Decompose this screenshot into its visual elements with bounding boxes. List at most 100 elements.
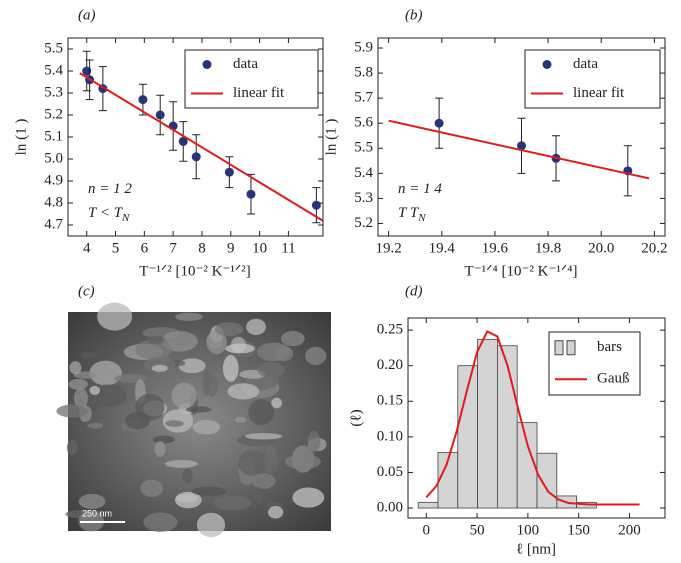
fit-line: [79, 72, 324, 222]
data-point: [311, 200, 321, 210]
y-tick-label: 4.9: [44, 172, 63, 188]
grain: [152, 435, 175, 444]
scale-bar-label: 250 nm: [82, 508, 112, 518]
grain: [69, 361, 82, 375]
data-point: [434, 118, 444, 128]
y-tick-label: 4.8: [44, 194, 63, 210]
panel-label: (b): [405, 7, 423, 23]
grain: [135, 339, 173, 360]
x-axis-label: ℓ [nm]: [516, 541, 556, 557]
y-tick-label: 5.8: [354, 65, 373, 81]
grain: [256, 342, 291, 362]
legend-box: [548, 331, 641, 396]
annotation-text: T T: [398, 205, 420, 221]
plot-frame: [377, 37, 666, 237]
y-tick-label: 5.0: [44, 150, 63, 166]
legend-label: bars: [597, 339, 622, 355]
grain: [246, 318, 266, 336]
panel: (d) 0 50 100 150 200 0.00 0.05 0.10 0.15 0.20 0.25 ℓ…: [348, 283, 666, 557]
grain: [304, 346, 327, 365]
grain: [280, 330, 305, 347]
grain: [214, 322, 244, 337]
x-tick-label: 11: [281, 240, 295, 256]
data-point: [178, 136, 188, 146]
y-tick-label: 5.9: [354, 39, 373, 55]
y-tick-label: 5.4: [354, 165, 373, 181]
grain: [89, 385, 101, 395]
grain: [212, 495, 252, 511]
grain: [171, 382, 197, 409]
grain: [307, 431, 321, 453]
legend-swatch: [554, 340, 564, 356]
y-tick-label: 0.00: [377, 499, 403, 515]
grain: [143, 512, 178, 532]
y-axis-label: (ℓ): [348, 409, 364, 426]
grain: [175, 312, 203, 321]
data-point: [517, 141, 526, 151]
y-axis-label: ln (1 ): [323, 119, 339, 156]
grain: [175, 494, 198, 503]
x-axis-label: T⁻¹ᐟ⁴ [10⁻² K⁻¹ᐟ⁴]: [465, 263, 578, 279]
y-tick-label: 0.25: [377, 322, 403, 338]
annotation-text: n = 1 2: [88, 181, 132, 197]
grain: [56, 404, 88, 418]
hist-bar: [536, 452, 558, 509]
y-tick-label: 5.5: [44, 40, 63, 56]
x-tick-label: 8: [198, 240, 206, 256]
data-point: [138, 95, 148, 105]
x-tick-label: 4: [83, 240, 91, 256]
x-tick-label: 19.6: [482, 240, 509, 256]
y-tick-label: 0.15: [377, 393, 403, 409]
panel-label: (c): [78, 283, 95, 299]
grain: [191, 486, 227, 496]
sem-texture: [56, 302, 327, 538]
y-axis-label: ln (1 ): [13, 119, 29, 156]
grain: [235, 416, 247, 423]
grain: [185, 406, 212, 413]
y-tick-label: 5.7: [354, 90, 373, 106]
annotation-text: n = 1 4: [398, 181, 442, 197]
grain: [237, 450, 267, 476]
grain: [89, 360, 122, 386]
x-tick-label: 50: [470, 522, 485, 538]
x-tick-label: 20.2: [641, 240, 667, 256]
grain: [178, 358, 206, 374]
legend-label: linear fit: [233, 85, 285, 101]
grain: [285, 454, 321, 470]
grain: [192, 420, 221, 435]
grain: [182, 468, 193, 484]
legend-label: data: [573, 56, 598, 72]
panel: (b) 19.2 19.4 19.6 19.8 20.0 20.2 5.2 5.3 5.4 5.5 5…: [323, 7, 667, 279]
annotation: T < TN: [88, 205, 130, 223]
panel-label: (d): [405, 283, 423, 299]
grain: [154, 441, 166, 457]
grain: [146, 335, 166, 344]
x-tick-label: 100: [517, 522, 540, 538]
grain: [78, 493, 106, 509]
data-point: [224, 167, 234, 177]
grain: [202, 368, 211, 396]
grain: [253, 486, 263, 505]
legend-marker: [202, 60, 212, 69]
y-tick-label: 0.05: [377, 464, 403, 480]
x-tick-label: 20.0: [588, 240, 614, 256]
legend-box: [184, 49, 319, 109]
grain: [268, 506, 284, 519]
grain: [165, 459, 198, 468]
annotation-sub: N: [121, 212, 130, 224]
y-tick-label: 4.7: [44, 216, 63, 232]
hist-bar: [477, 338, 498, 509]
grain: [222, 354, 239, 382]
x-tick-label: 0: [423, 522, 431, 538]
grain: [227, 383, 260, 400]
grain: [151, 364, 168, 372]
y-tick-label: 0.20: [377, 357, 403, 373]
y-tick-label: 5.2: [354, 215, 373, 231]
x-tick-label: 5: [112, 240, 120, 256]
grain: [87, 422, 103, 429]
grain: [225, 343, 255, 354]
hist-bar: [417, 501, 439, 509]
y-tick-label: 5.1: [44, 128, 63, 144]
legend-marker: [542, 60, 552, 69]
